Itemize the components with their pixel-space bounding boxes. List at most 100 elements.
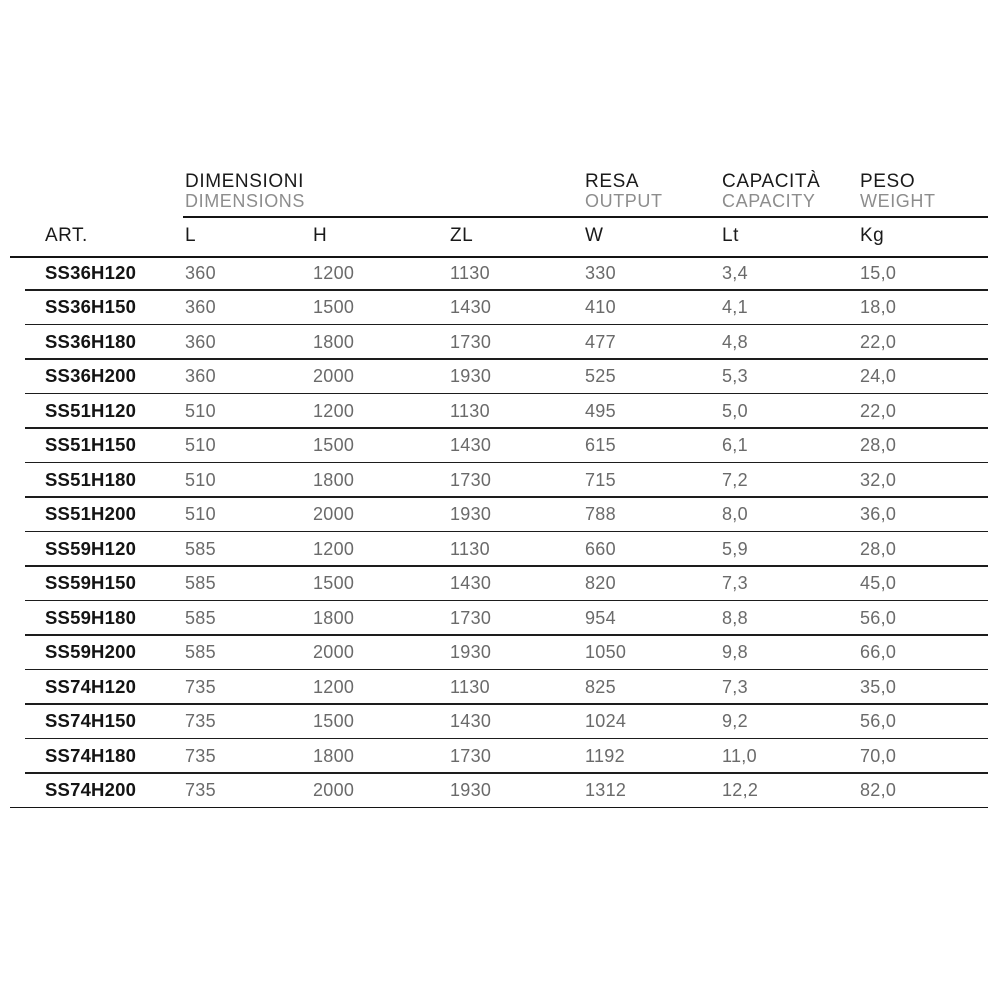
cell-zl: 1130	[450, 262, 490, 283]
cell-lt: 12,2	[722, 780, 759, 800]
cell-w: 410	[585, 297, 616, 317]
column-header-kg: Kg	[860, 225, 885, 246]
cell-lt: 8,0	[722, 504, 748, 524]
cell-h: 1800	[313, 469, 355, 490]
cell-article-code: SS36H180	[45, 330, 137, 352]
cell-kg: 56,0	[860, 711, 897, 731]
cell-lt: 5,9	[722, 538, 748, 559]
cell-l: 510	[185, 504, 216, 524]
table-row: SS51H120 510 1200 1130 495 5,0 22,0	[0, 394, 1000, 429]
cell-h: 1500	[313, 435, 355, 455]
cell-zl: 1730	[450, 469, 492, 490]
column-header-w: W	[585, 225, 604, 246]
cell-w: 1050	[585, 642, 627, 662]
cell-h: 2000	[313, 366, 355, 386]
cell-article-code: SS74H180	[45, 744, 137, 766]
cell-kg: 45,0	[860, 573, 897, 593]
cell-l: 735	[185, 745, 216, 766]
group-header-art	[45, 160, 185, 172]
table-row: SS51H180 510 1800 1730 715 7,2 32,0	[0, 463, 1000, 498]
cell-lt: 8,8	[722, 607, 748, 628]
cell-kg: 56,0	[860, 607, 897, 628]
cell-w: 820	[585, 573, 616, 593]
cell-h: 1200	[313, 538, 355, 559]
cell-zl: 1430	[450, 711, 492, 731]
cell-h: 1800	[313, 331, 355, 352]
cell-lt: 11,0	[722, 745, 757, 766]
cell-w: 788	[585, 504, 616, 524]
cell-kg: 28,0	[860, 538, 897, 559]
cell-lt: 7,3	[722, 676, 748, 697]
cell-w: 525	[585, 366, 616, 386]
cell-h: 1200	[313, 400, 355, 421]
cell-l: 510	[185, 435, 216, 455]
cell-h: 1200	[313, 676, 355, 697]
cell-article-code: SS51H180	[45, 468, 137, 490]
cell-zl: 1130	[450, 400, 490, 421]
cell-l: 585	[185, 642, 216, 662]
group-header-dimensioni-spacer-zl	[450, 160, 585, 172]
cell-w: 660	[585, 538, 616, 559]
table-row: SS36H180 360 1800 1730 477 4,8 22,0	[0, 325, 1000, 360]
cell-article-code: SS74H150	[45, 710, 137, 731]
cell-l: 360	[185, 297, 216, 317]
table-row: SS74H120 735 1200 1130 825 7,3 35,0	[0, 670, 1000, 705]
cell-l: 735	[185, 780, 216, 800]
cell-h: 2000	[313, 504, 355, 524]
cell-article-code: SS59H150	[45, 572, 137, 593]
group-header-resa-it: RESA	[585, 171, 640, 192]
column-header-rule	[10, 256, 988, 258]
table-row: SS51H150 510 1500 1430 615 6,1 28,0	[0, 429, 1000, 464]
cell-article-code: SS51H200	[45, 503, 137, 524]
table-body: SS36H120 360 1200 1130 330 3,4 15,0 SS36H150 360…	[0, 256, 1000, 808]
cell-zl: 1730	[450, 745, 492, 766]
table-row: SS59H180 585 1800 1730 954 8,8 56,0	[0, 601, 1000, 636]
cell-article-code: SS36H120	[45, 261, 137, 283]
cell-lt: 5,3	[722, 366, 748, 386]
cell-zl: 1730	[450, 331, 492, 352]
column-header-zl: ZL	[450, 225, 474, 246]
group-header-peso: PESO WEIGHT	[860, 160, 1000, 210]
cell-l: 735	[185, 711, 216, 731]
cell-article-code: SS51H120	[45, 399, 137, 421]
table-row: SS51H200 510 2000 1930 788 8,0 36,0	[0, 498, 1000, 533]
cell-l: 360	[185, 331, 216, 352]
cell-w: 1312	[585, 780, 627, 800]
table-column-header-row: ART. L H ZL W Lt Kg	[0, 216, 1000, 256]
cell-l: 585	[185, 538, 216, 559]
cell-zl: 1130	[450, 676, 490, 697]
cell-w: 954	[585, 607, 616, 628]
cell-zl: 1930	[450, 504, 492, 524]
cell-h: 2000	[313, 642, 355, 662]
group-header-peso-it: PESO	[860, 171, 916, 192]
cell-h: 1500	[313, 297, 355, 317]
cell-kg: 36,0	[860, 504, 897, 524]
cell-lt: 3,4	[722, 262, 748, 283]
table-row: SS36H150 360 1500 1430 410 4,1 18,0	[0, 291, 1000, 326]
cell-lt: 7,2	[722, 469, 748, 490]
group-header-peso-en: WEIGHT	[860, 191, 936, 211]
cell-article-code: SS59H120	[45, 537, 137, 559]
cell-kg: 82,0	[860, 780, 897, 800]
table-row: SS74H150 735 1500 1430 1024 9,2 56,0	[0, 705, 1000, 740]
cell-kg: 22,0	[860, 400, 897, 421]
cell-zl: 1930	[450, 642, 492, 662]
cell-w: 477	[585, 331, 616, 352]
cell-lt: 6,1	[722, 435, 748, 455]
product-specification-table: DIMENSIONI DIMENSIONS RESA OUTPUT CAPACI…	[0, 160, 1000, 808]
cell-zl: 1730	[450, 607, 492, 628]
cell-w: 495	[585, 400, 616, 421]
table-row: SS59H120 585 1200 1130 660 5,9 28,0	[0, 532, 1000, 567]
cell-kg: 66,0	[860, 642, 897, 662]
cell-zl: 1430	[450, 435, 492, 455]
cell-zl: 1430	[450, 297, 492, 317]
group-header-capacita: CAPACITÀ CAPACITY	[722, 160, 860, 210]
cell-article-code: SS59H180	[45, 606, 137, 628]
cell-kg: 22,0	[860, 331, 897, 352]
table-row: SS74H200 735 2000 1930 1312 12,2 82,0	[0, 774, 1000, 809]
cell-l: 360	[185, 262, 216, 283]
cell-article-code: SS36H200	[45, 365, 137, 386]
column-header-l: L	[185, 225, 197, 246]
cell-zl: 1930	[450, 780, 492, 800]
